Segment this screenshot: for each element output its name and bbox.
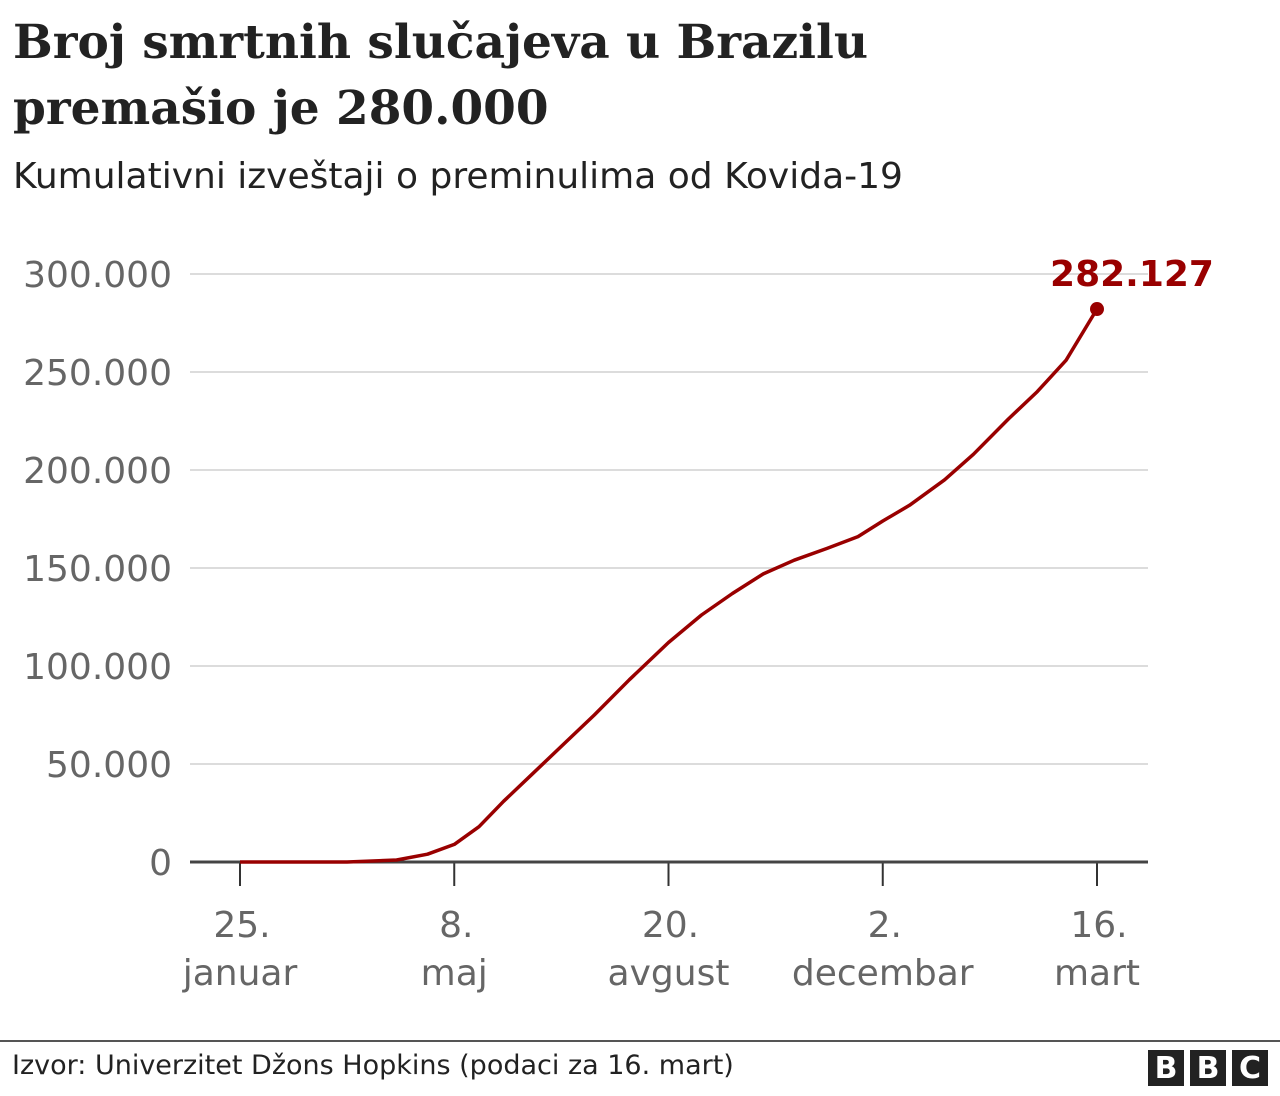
y-tick-label: 100.000: [23, 647, 172, 688]
source-note: Izvor: Univerzitet Džons Hopkins (podaci…: [12, 1050, 734, 1081]
x-tick-label: avgust: [608, 953, 730, 994]
footer-divider: [0, 1040, 1280, 1042]
x-tick-label: 8.: [439, 905, 473, 946]
bbc-logo-letter: B: [1190, 1050, 1226, 1086]
bbc-logo-letter: B: [1148, 1050, 1184, 1086]
series-line: [240, 308, 1099, 864]
x-tick-label: 16.: [1070, 905, 1127, 946]
y-tick-label: 0: [149, 843, 172, 884]
last-value-label: 282.127: [1050, 254, 1214, 295]
chart-subtitle: Kumulativni izveštaji o preminulima od K…: [13, 156, 903, 197]
x-tick-label: januar: [182, 953, 298, 994]
bbc-logo: B B C: [1148, 1050, 1268, 1086]
chart-title: Broj smrtnih slučajeva u Brazilu premaši…: [13, 15, 869, 136]
x-tick-label: decembar: [792, 953, 974, 994]
y-tick-label: 300.000: [23, 255, 172, 296]
y-tick-label: 50.000: [46, 745, 172, 786]
line-chart: 0 50.000 100.000 150.000 200.000 250.000 300.0…: [23, 254, 1214, 994]
x-tick-label: 2.: [868, 905, 902, 946]
last-point-marker: [1090, 302, 1104, 317]
y-tick-label: 150.000: [23, 549, 172, 590]
x-tick-label: 20.: [642, 905, 699, 946]
bbc-logo-letter: C: [1232, 1050, 1268, 1086]
y-tick-label: 250.000: [23, 353, 172, 394]
x-tick-label: 25.: [213, 905, 270, 946]
x-tick-label: mart: [1054, 953, 1140, 994]
x-tick-label: maj: [421, 953, 488, 994]
y-tick-label: 200.000: [23, 451, 172, 492]
